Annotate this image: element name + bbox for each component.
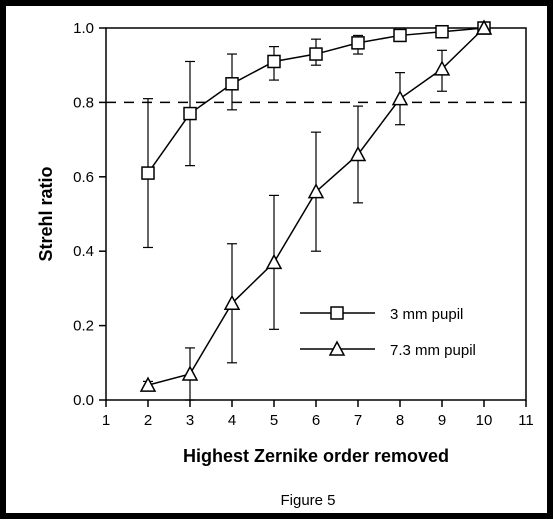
- series-7-3mm-point: [433, 60, 451, 76]
- series-3mm-point: [225, 77, 239, 91]
- legend-square-marker: [330, 306, 344, 320]
- x-tick-label: 10: [476, 412, 493, 429]
- series-3mm-point: [351, 36, 365, 50]
- x-tick-label: 3: [186, 412, 194, 429]
- y-tick-label: 0.2: [73, 318, 94, 335]
- y-axis-title: Strehl ratio: [36, 166, 56, 261]
- legend: 3 mm pupil 7.3 mm pupil: [300, 306, 476, 359]
- y-tick-label: 0.4: [73, 243, 94, 260]
- x-tick-label: 1: [102, 412, 110, 429]
- series-7-3mm-point: [391, 90, 409, 106]
- y-tick-label: 0.0: [73, 392, 94, 409]
- legend-label-7-3mm: 7.3 mm pupil: [390, 342, 476, 359]
- series-7-3mm-point: [181, 365, 199, 381]
- y-tick-label: 1.0: [73, 20, 94, 37]
- series-3mm-point: [435, 24, 449, 39]
- y-tick-label: 0.6: [73, 169, 94, 186]
- figure-caption: Figure 5: [280, 492, 335, 509]
- series-7-3mm-point: [349, 145, 367, 162]
- x-tick-label: 2: [144, 412, 152, 429]
- x-tick-label: 9: [438, 412, 446, 429]
- series-7-3mm-point: [265, 253, 283, 270]
- series-3mm-point: [141, 166, 155, 180]
- series-7-3mm-point: [223, 294, 241, 311]
- series-7-3mm-point: [475, 19, 493, 35]
- series-3mm-point: [267, 54, 281, 69]
- x-tick-label: 11: [518, 412, 534, 429]
- series-3mm-point: [309, 47, 323, 61]
- series-3mm-point: [393, 28, 407, 43]
- x-tick-label: 4: [228, 412, 236, 429]
- x-tick-label: 8: [396, 412, 404, 429]
- x-tick-label: 5: [270, 412, 278, 429]
- x-tick-label: 6: [312, 412, 320, 429]
- y-tick-label: 0.8: [73, 94, 94, 111]
- series-7-3mm-point: [307, 183, 325, 199]
- series-3mm-point: [183, 106, 197, 121]
- x-axis-title: Highest Zernike order removed: [183, 446, 449, 466]
- x-tick-label: 7: [354, 412, 362, 429]
- legend-triangle-marker: [328, 340, 346, 356]
- legend-label-3mm: 3 mm pupil: [390, 306, 463, 323]
- series-7-3mm-point: [139, 376, 157, 392]
